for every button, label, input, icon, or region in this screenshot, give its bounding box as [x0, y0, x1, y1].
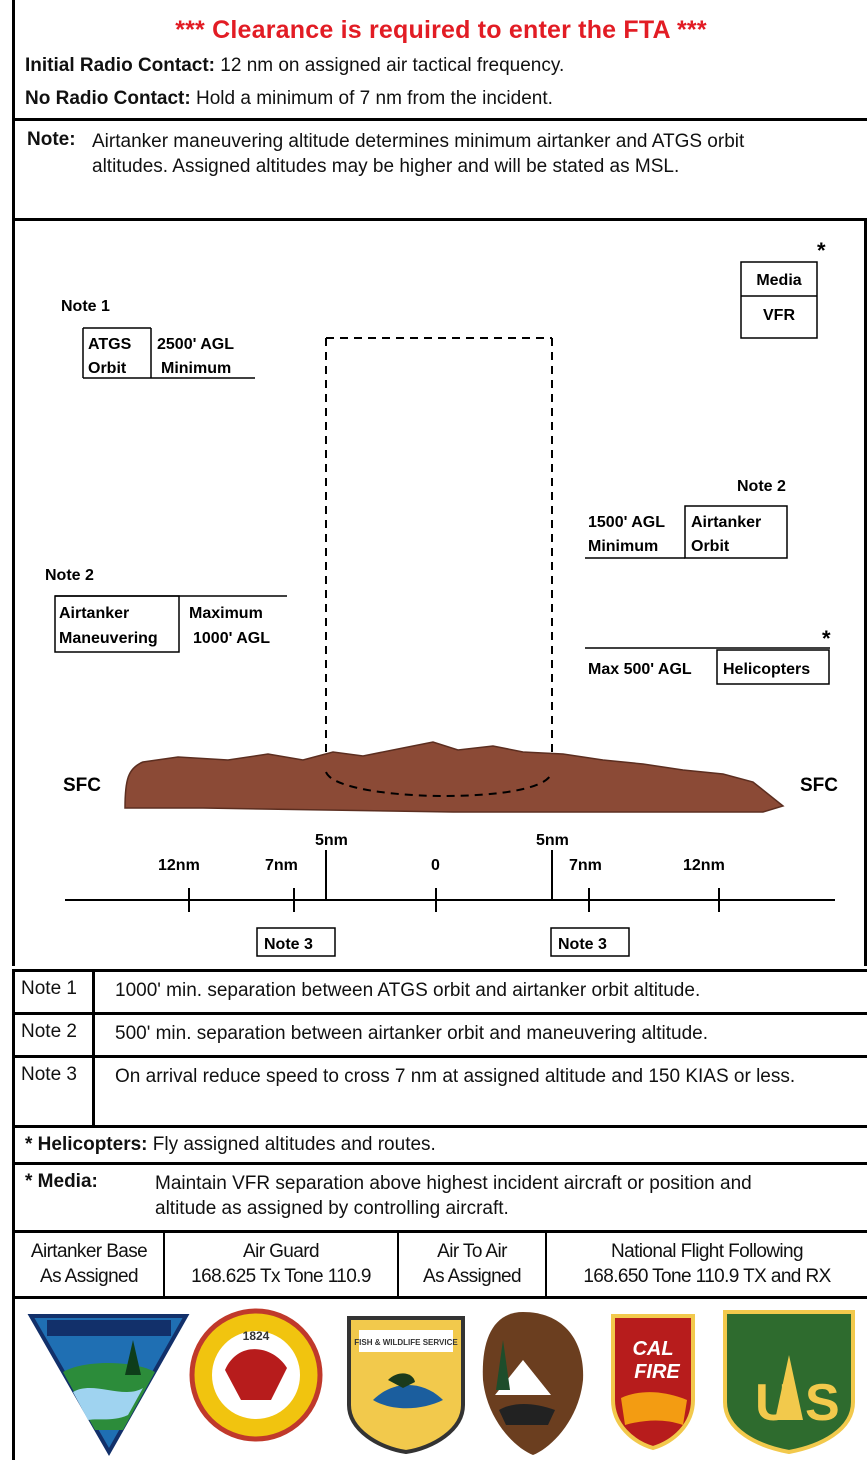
maneuver-airtanker-text: Airtanker [59, 605, 129, 622]
clearance-section: *** Clearance is required to enter the F… [12, 0, 867, 118]
helicopters-text: Fly assigned altitudes and routes. [147, 1134, 436, 1155]
tick-5nm-left: 5nm [315, 832, 348, 849]
note1-key: Note 1 [15, 972, 95, 1012]
maneuvering-text: Maneuvering [59, 630, 158, 647]
at-orbit-min-text: Minimum [588, 538, 658, 555]
maneuver-max-text: Maximum [189, 605, 263, 622]
terrain [124, 741, 785, 813]
divider [12, 218, 867, 221]
fta-diagram-svg: Note 1 ATGS Orbit 2500' AGL Minimum * Me… [45, 238, 838, 957]
svg-text:1824: 1824 [243, 1329, 270, 1343]
note1-row: Note 1 1000' min. separation between ATG… [12, 969, 867, 1012]
at-orbit-alt-text: 1500' AGL [588, 514, 665, 531]
divider [12, 118, 867, 121]
initial-radio-contact: Initial Radio Contact: 12 nm on assigned… [25, 55, 565, 76]
note2-left-label: Note 2 [45, 567, 94, 584]
heli-text: Helicopters [723, 661, 810, 678]
usfs-logo: U S [723, 1310, 855, 1455]
heli-asterisk: * [822, 626, 831, 651]
media-asterisk: * [817, 238, 826, 263]
maneuver-alt-text: 1000' AGL [193, 630, 270, 647]
nps-logo [482, 1312, 584, 1455]
svg-text:FISH & WILDLIFE SERVICE: FISH & WILDLIFE SERVICE [354, 1338, 458, 1347]
tick-0: 0 [431, 857, 440, 874]
freq-air-guard: Air Guard 168.625 Tx Tone 110.9 [191, 1241, 371, 1287]
atgs-text: ATGS [88, 336, 132, 353]
note2-row: Note 2 500' min. separation between airt… [12, 1012, 867, 1055]
note2-right-label: Note 2 [737, 478, 786, 495]
note3-key: Note 3 [15, 1058, 95, 1125]
sfc-right: SFC [800, 775, 838, 796]
at-orbit-airtanker-text: Airtanker [691, 514, 761, 531]
fta-diagram: Note 1 ATGS Orbit 2500' AGL Minimum * Me… [12, 221, 867, 966]
helicopters-label: * Helicopters: [25, 1134, 148, 1155]
tick-12nm-right: 12nm [683, 857, 725, 874]
note3-text: On arrival reduce speed to cross 7 nm at… [115, 1066, 796, 1087]
note1-text: 1000' min. separation between ATGS orbit… [115, 980, 701, 1001]
fws-logo: FISH & WILDLIFE SERVICE [347, 1316, 465, 1455]
svg-text:CAL: CAL [632, 1338, 673, 1360]
svg-text:S: S [805, 1374, 840, 1432]
vfr-text: VFR [763, 307, 795, 324]
at-orbit-orbit-text: Orbit [691, 538, 730, 555]
frequency-table: Airtanker Base As Assigned Air Guard 168.6… [12, 1230, 867, 1296]
heli-alt-text: Max 500' AGL [588, 661, 692, 678]
note-section: Note: Airtanker maneuvering altitude det… [12, 121, 867, 218]
orbit-text: Orbit [88, 360, 127, 377]
svg-text:FIRE: FIRE [634, 1361, 680, 1383]
helicopters-row: * Helicopters: Fly assigned altitudes an… [12, 1125, 867, 1162]
note-text: Airtanker maneuvering altitude determine… [92, 131, 745, 177]
media-row: * Media: Maintain VFR separation above h… [12, 1162, 867, 1230]
tick-7nm-right: 7nm [569, 857, 602, 874]
bia-logo: 1824 [189, 1308, 323, 1442]
note3-right-label: Note 3 [558, 936, 607, 953]
freq-national-flight-following: National Flight Following 168.650 Tone 11… [583, 1241, 831, 1287]
blm-logo [27, 1314, 190, 1457]
agency-logos: 1824 FISH & WILDLIFE SERVICE CAL FIRE U [12, 1296, 867, 1460]
note-label: Note: [27, 129, 76, 150]
clearance-banner: *** Clearance is required to enter the F… [175, 16, 707, 44]
tick-12nm-left: 12nm [158, 857, 200, 874]
freq-air-to-air: Air To Air As Assigned [423, 1241, 522, 1287]
note2-text: 500' min. separation between airtanker o… [115, 1023, 708, 1044]
tick-7nm-left: 7nm [265, 857, 298, 874]
calfire-logo: CAL FIRE [611, 1314, 695, 1451]
media-text: Maintain VFR separation above highest in… [155, 1173, 752, 1219]
note2-key: Note 2 [15, 1015, 95, 1055]
media-label: * Media: [25, 1171, 98, 1192]
note3-row: Note 3 On arrival reduce speed to cross … [12, 1055, 867, 1125]
freq-airtanker-base: Airtanker Base As Assigned [30, 1241, 148, 1287]
tick-5nm-right: 5nm [536, 832, 569, 849]
atgs-alt-text: 2500' AGL [157, 336, 234, 353]
sfc-left: SFC [63, 775, 101, 796]
no-radio-contact: No Radio Contact: Hold a minimum of 7 nm… [25, 88, 553, 109]
note1-label: Note 1 [61, 298, 110, 315]
media-box [740, 261, 818, 339]
atgs-min-text: Minimum [161, 360, 231, 377]
media-text: Media [756, 272, 801, 289]
note3-left-label: Note 3 [264, 936, 313, 953]
